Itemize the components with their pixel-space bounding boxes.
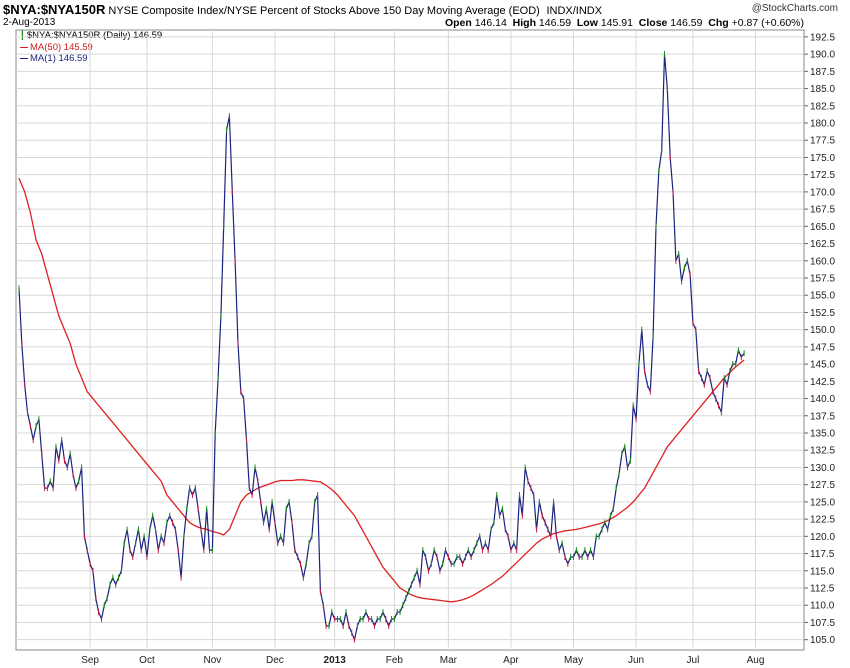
y-tick-label: 172.5 xyxy=(810,170,835,181)
y-tick-label: 155.0 xyxy=(810,291,835,302)
symbol-description: NYSE Composite Index/NYSE Percent of Sto… xyxy=(108,5,540,17)
y-tick-label: 115.0 xyxy=(810,566,835,577)
y-tick-label: 105.0 xyxy=(810,635,835,646)
y-tick-label: 122.5 xyxy=(810,515,835,526)
y-tick-label: 167.5 xyxy=(810,205,835,216)
y-tick-label: 175.0 xyxy=(810,153,835,164)
y-tick-label: 107.5 xyxy=(810,618,835,629)
y-tick-label: 152.5 xyxy=(810,308,835,319)
y-tick-label: 127.5 xyxy=(810,480,835,491)
chart-header: $NYA:$NYA150R NYSE Composite Index/NYSE P… xyxy=(0,0,850,30)
x-tick-label: Jun xyxy=(628,655,644,666)
high-value: 146.59 xyxy=(538,17,572,29)
close-label: Close xyxy=(638,17,668,29)
open-value: 146.14 xyxy=(474,17,507,29)
y-tick-label: 137.5 xyxy=(810,411,835,422)
y-tick-label: 145.0 xyxy=(810,360,835,371)
plot-frame xyxy=(15,29,805,651)
series-lines xyxy=(18,51,745,643)
y-axis: 105.0 107.5 110.0 112.5 115.0 117.5 120.0 122.5… xyxy=(804,32,835,646)
x-tick-label: Apr xyxy=(503,655,519,666)
legend-price: ┃ $NYA:$NYA150R (Daily) 146.59 xyxy=(20,30,163,41)
grid-lines xyxy=(16,30,804,650)
price-line xyxy=(18,54,745,642)
y-tick-label: 190.0 xyxy=(810,50,835,61)
y-tick-label: 110.0 xyxy=(810,601,835,612)
stockcharts-brand: @StockCharts.com xyxy=(751,3,838,14)
y-tick-label: 170.0 xyxy=(810,187,835,198)
y-tick-label: 165.0 xyxy=(810,222,835,233)
x-tick-label: 2013 xyxy=(324,655,347,666)
y-tick-label: 135.0 xyxy=(810,429,835,440)
chg-value: +0.87 (+0.60%) xyxy=(731,17,804,29)
y-tick-label: 120.0 xyxy=(810,532,835,543)
close-value: 146.59 xyxy=(670,17,703,29)
low-value: 145.91 xyxy=(600,17,633,29)
chart-legend: ┃ $NYA:$NYA150R (Daily) 146.59 MA(50) 145… xyxy=(20,30,162,65)
y-tick-label: 182.5 xyxy=(810,101,835,112)
x-axis: Sep Oct Nov Dec 2013 Feb Mar Apr May Jun Jul Aug xyxy=(81,655,764,666)
low-label: Low xyxy=(576,17,598,29)
x-tick-label: Aug xyxy=(747,655,765,666)
ma50-line xyxy=(18,177,745,603)
y-tick-label: 125.0 xyxy=(810,497,835,508)
y-tick-label: 130.0 xyxy=(810,463,835,474)
daily-ticks xyxy=(18,51,745,643)
date-label: 2-Aug-2013 xyxy=(3,17,56,28)
x-tick-label: Mar xyxy=(440,655,458,666)
chg-label: Chg xyxy=(708,17,729,29)
legend-ma1: MA(1) 146.59 xyxy=(20,53,162,65)
x-tick-label: Sep xyxy=(81,655,99,666)
y-tick-label: 192.5 xyxy=(810,32,835,43)
x-tick-label: Feb xyxy=(386,655,404,666)
high-label: High xyxy=(512,17,536,29)
symbol-label: $NYA:$NYA150R xyxy=(3,2,106,17)
ma50-swatch-icon xyxy=(20,46,28,48)
y-tick-label: 132.5 xyxy=(810,446,835,457)
ma1-swatch-icon xyxy=(20,58,28,60)
y-tick-label: 180.0 xyxy=(810,119,835,130)
y-tick-label: 147.5 xyxy=(810,342,835,353)
price-bar-icon: ┃ xyxy=(20,31,25,40)
x-tick-label: Nov xyxy=(203,655,221,666)
open-label: Open xyxy=(444,17,472,29)
x-tick-label: May xyxy=(564,655,583,666)
ohlc-readout: Open 146.14 High 146.59 Low 145.91 Close… xyxy=(445,17,804,29)
y-tick-label: 185.0 xyxy=(810,84,835,95)
y-tick-label: 162.5 xyxy=(810,239,835,250)
y-tick-label: 157.5 xyxy=(810,274,835,285)
x-tick-label: Jul xyxy=(687,655,700,666)
legend-ma50: MA(50) 145.59 xyxy=(20,42,162,54)
x-tick-label: Dec xyxy=(266,655,284,666)
y-tick-label: 142.5 xyxy=(810,377,835,388)
exchange-label: INDX/INDX xyxy=(546,5,603,17)
chart-title: $NYA:$NYA150R NYSE Composite Index/NYSE P… xyxy=(3,2,602,17)
y-tick-label: 177.5 xyxy=(810,136,835,147)
y-tick-label: 150.0 xyxy=(810,325,835,336)
y-tick-label: 112.5 xyxy=(810,584,835,595)
y-tick-label: 160.0 xyxy=(810,256,835,267)
y-tick-label: 140.0 xyxy=(810,394,835,405)
y-tick-label: 117.5 xyxy=(810,549,835,560)
x-tick-label: Oct xyxy=(139,655,155,666)
y-tick-label: 187.5 xyxy=(810,67,835,78)
